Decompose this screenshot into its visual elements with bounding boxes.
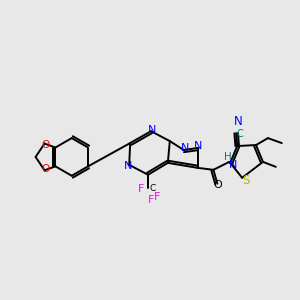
- Text: C: C: [150, 184, 156, 193]
- Text: H: H: [224, 152, 232, 162]
- Text: N: N: [148, 125, 156, 135]
- Text: F: F: [138, 184, 144, 194]
- Text: N: N: [234, 115, 243, 128]
- Text: O: O: [213, 180, 222, 190]
- Text: N: N: [229, 160, 237, 170]
- Text: N: N: [194, 141, 203, 151]
- Text: O: O: [41, 164, 50, 174]
- Text: N: N: [181, 143, 189, 153]
- Text: C: C: [237, 129, 244, 139]
- Text: N: N: [124, 161, 132, 171]
- Text: F: F: [148, 194, 154, 205]
- Text: O: O: [41, 140, 50, 150]
- Text: F: F: [154, 192, 160, 202]
- Text: S: S: [242, 174, 250, 187]
